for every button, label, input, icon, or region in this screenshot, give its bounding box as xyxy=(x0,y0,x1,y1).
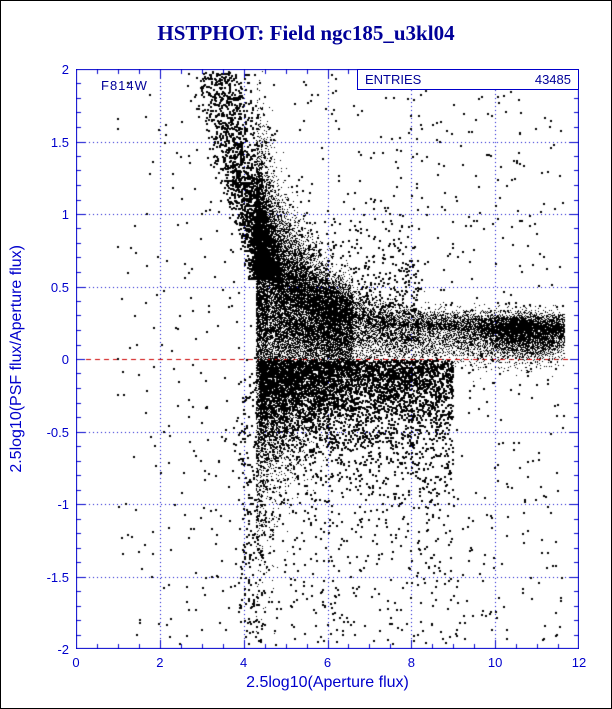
x-tick-label: 8 xyxy=(407,655,415,670)
stats-box: ENTRIES 43485 xyxy=(357,69,579,90)
y-tick-label: 1 xyxy=(61,207,69,222)
x-tick-label: 10 xyxy=(487,655,503,670)
page-title: HSTPHOT: Field ngc185_u3kl04 xyxy=(157,21,455,45)
y-tick-label: 0.5 xyxy=(50,279,69,295)
stats-entries-value: 43485 xyxy=(534,72,571,87)
y-tick-label: -1.5 xyxy=(46,569,69,585)
filter-label: F814W xyxy=(101,78,148,93)
x-tick-label: 0 xyxy=(72,655,80,670)
x-tick-label: 4 xyxy=(240,655,248,670)
scatter-plot-canvas xyxy=(76,69,579,649)
y-tick-label: -2 xyxy=(57,642,69,657)
y-tick-label: 2 xyxy=(61,62,69,77)
y-axis-label-wrap: 2.5log10(PSF flux/Aperture flux) xyxy=(5,69,29,649)
x-axis-label: 2.5log10(Aperture flux) xyxy=(246,674,409,691)
x-tick-label: 2 xyxy=(156,655,164,670)
y-tick-label: 1.5 xyxy=(50,134,69,150)
y-tick-label: 0 xyxy=(61,352,69,367)
x-tick-label: 12 xyxy=(571,655,587,670)
x-tick-label: 6 xyxy=(323,655,332,670)
y-tick-label: -1 xyxy=(57,497,69,512)
stats-entries-label: ENTRIES xyxy=(365,72,422,87)
y-tick-label: -0.5 xyxy=(46,424,69,440)
y-axis-label: 2.5log10(PSF flux/Aperture flux) xyxy=(8,245,25,473)
